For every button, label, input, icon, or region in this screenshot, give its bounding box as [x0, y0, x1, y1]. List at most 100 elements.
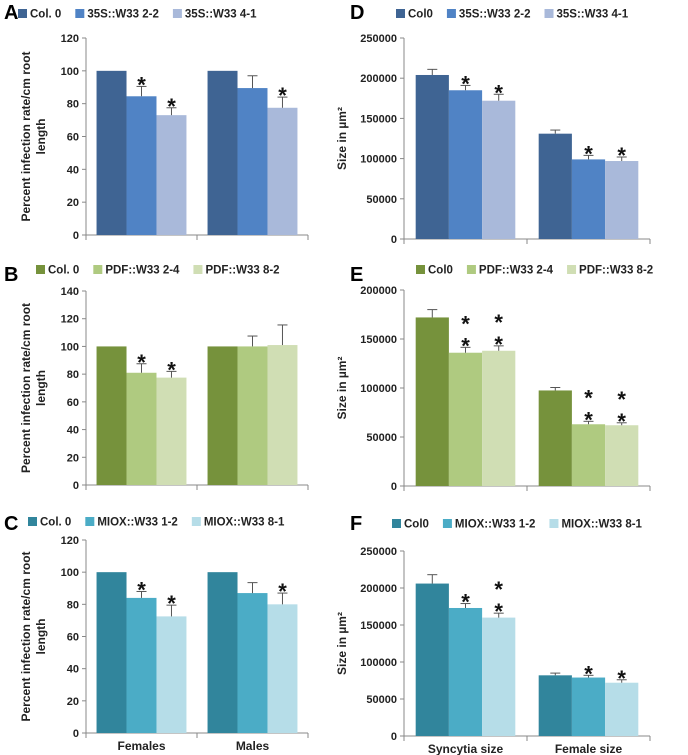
legend-label: Col0: [428, 265, 453, 277]
legend-swatch: [75, 9, 85, 18]
significance-star: *: [494, 310, 503, 335]
bar: [126, 96, 157, 235]
y-tick-label: 0: [73, 230, 79, 242]
bar: [156, 115, 187, 235]
y-tick-label: 80: [67, 99, 79, 111]
legend-label: MIOX::W33 8-1: [561, 519, 642, 531]
legend-swatch: [442, 519, 452, 528]
bar: [538, 675, 572, 736]
significance-star: *: [137, 577, 146, 602]
significance-star: *: [137, 72, 146, 97]
legend-swatch: [549, 519, 559, 528]
bar: [207, 346, 238, 485]
legend-label: Col0: [404, 519, 429, 531]
legend-label: MIOX::W33 8-1: [204, 517, 285, 529]
legend-label: Col. 0: [48, 265, 79, 277]
y-tick-label: 50000: [366, 194, 397, 206]
bar: [96, 70, 127, 235]
y-tick-label: 200000: [360, 73, 397, 85]
legend-swatch: [193, 265, 203, 274]
y-tick-label: 0: [73, 728, 79, 740]
panel-letter: A: [4, 2, 18, 24]
y-tick-label: 60: [67, 632, 79, 644]
legend-label: 35S::W33 4-1: [557, 9, 629, 21]
legend-swatch: [544, 9, 554, 18]
significance-star: *: [617, 387, 626, 412]
legend-label: 35S::W33 2-2: [459, 9, 531, 21]
legend-swatch: [567, 265, 577, 274]
legend-swatch: [466, 265, 476, 274]
bar: [207, 70, 238, 235]
significance-star: *: [584, 385, 593, 410]
y-tick-label: 120: [61, 314, 79, 326]
bar: [415, 583, 449, 736]
y-tick-label: 60: [67, 397, 79, 409]
y-axis-title: Size in µm²: [335, 107, 349, 170]
y-tick-label: 250000: [360, 33, 397, 45]
y-tick-label: 20: [67, 696, 79, 708]
bar: [538, 133, 572, 239]
significance-star: *: [584, 661, 593, 686]
y-axis-title-line: length: [34, 370, 48, 406]
bar: [237, 593, 268, 733]
y-axis-title-line: Percent infection rate/cm root: [19, 303, 33, 473]
bar: [267, 345, 298, 485]
x-category-label: Males: [236, 739, 270, 753]
y-tick-label: 100: [61, 567, 79, 579]
x-category-label: Females: [117, 739, 165, 753]
y-tick-label: 40: [67, 425, 79, 437]
panel-letter: D: [350, 2, 364, 24]
y-tick-label: 50000: [366, 694, 397, 706]
significance-star: *: [461, 71, 470, 96]
legend-label: MIOX::W33 1-2: [455, 519, 536, 531]
bar: [267, 107, 298, 235]
bar: [571, 159, 606, 239]
legend-swatch: [85, 517, 95, 526]
legend-swatch: [18, 9, 27, 18]
significance-star: *: [584, 407, 593, 432]
y-axis-title: Size in µm²: [335, 612, 349, 675]
significance-star: *: [461, 590, 470, 615]
bar: [96, 346, 127, 485]
y-tick-label: 120: [61, 535, 79, 547]
y-tick-label: 20: [67, 452, 79, 464]
legend-swatch: [392, 519, 401, 528]
significance-star: *: [617, 409, 626, 434]
bar: [207, 572, 238, 733]
bar: [156, 377, 187, 485]
bar: [538, 390, 572, 486]
y-tick-label: 40: [67, 664, 79, 676]
significance-star: *: [494, 599, 503, 624]
panel-letter: B: [4, 264, 18, 286]
legend-label: Col. 0: [30, 9, 61, 21]
significance-star: *: [278, 579, 287, 604]
bar: [156, 616, 187, 733]
legend-swatch: [416, 265, 425, 274]
y-tick-label: 150000: [360, 334, 397, 346]
y-tick-label: 100000: [360, 383, 397, 395]
y-axis-title-line: length: [34, 119, 48, 155]
legend-swatch: [191, 517, 201, 526]
bar: [482, 617, 516, 736]
legend-label: Col. 0: [40, 517, 71, 529]
panel-c: C Col. 0 MIOX::W33 1-2 MIOX::W33 8-1Percent…: [4, 513, 309, 753]
bar: [448, 352, 483, 486]
y-tick-label: 100: [61, 66, 79, 78]
y-tick-label: 60: [67, 132, 79, 144]
significance-star: *: [494, 577, 503, 602]
legend-label: PDF::W33 2-4: [105, 265, 180, 277]
significance-star: *: [167, 591, 176, 616]
bar: [571, 677, 606, 736]
y-axis-title-line: Percent infection rate/cm root: [19, 51, 33, 221]
significance-star: *: [167, 357, 176, 382]
y-axis-title: Percent infection rate/cm rootlength: [19, 51, 48, 221]
significance-star: *: [617, 143, 626, 168]
y-axis-title: Size in µm²: [335, 357, 349, 420]
bar: [96, 572, 127, 733]
y-tick-label: 0: [391, 731, 397, 743]
significance-star: *: [494, 332, 503, 357]
significance-star: *: [278, 83, 287, 108]
